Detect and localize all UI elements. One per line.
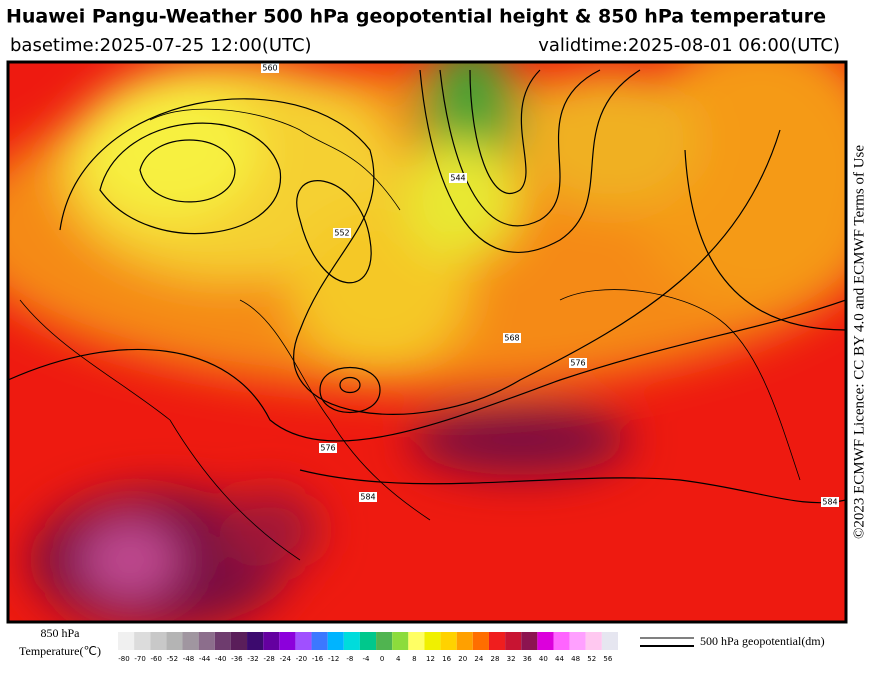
contour-label-bg — [333, 228, 351, 238]
colorbar-tick: 8 — [412, 655, 416, 663]
colorbar-tick: 20 — [458, 655, 467, 663]
contour-label-bg — [821, 497, 839, 507]
colorbar-swatch — [376, 632, 393, 650]
contour-label-bg — [569, 358, 587, 368]
colorbar-tick: -32 — [247, 655, 258, 663]
colorbar-swatch — [214, 632, 231, 650]
colorbar-swatch — [392, 632, 409, 650]
colorbar-swatch — [263, 632, 280, 650]
colorbar-swatch — [327, 632, 344, 650]
colorbar-swatch — [408, 632, 425, 650]
colorbar-tick: 32 — [507, 655, 516, 663]
colorbar-swatch — [198, 632, 215, 650]
colorbar-swatch — [295, 632, 312, 650]
colorbar-tick: -24 — [280, 655, 292, 663]
contour-label-bg — [261, 63, 279, 73]
colorbar-tick: 40 — [539, 655, 548, 663]
contour-label: 576 — [320, 444, 335, 453]
colorbar-swatch — [247, 632, 264, 650]
colorbar-swatch — [230, 632, 248, 650]
validtime: validtime:2025-08-01 06:00(UTC) — [538, 35, 840, 56]
colorbar-tick: 16 — [442, 655, 451, 663]
basetime: basetime:2025-07-25 12:00(UTC) — [10, 35, 312, 56]
colorbar-swatch — [601, 632, 618, 650]
colorbar-tick: 12 — [426, 655, 435, 663]
colorbar-tick: 56 — [603, 655, 612, 663]
colorbar-tick: -4 — [362, 655, 370, 663]
colorbar-swatch — [472, 632, 489, 650]
colorbar-tick: 36 — [523, 655, 532, 663]
contour-label-bg — [503, 333, 521, 343]
colorbar-tick: 48 — [571, 655, 580, 663]
contour-label: 560 — [262, 64, 277, 73]
map-frame — [6, 60, 848, 624]
colorbar-swatch — [521, 632, 538, 650]
colorbar-tick: 28 — [491, 655, 500, 663]
contours — [8, 69, 846, 504]
colorbar-swatch — [118, 632, 135, 650]
colorbar-swatch — [537, 632, 554, 650]
contour-label-bg — [359, 492, 377, 502]
map: 584 576 568 560 552 544 584 576 — [8, 62, 846, 622]
colorbar: -80 -70 -60 -52 -48 -44 -40 -36 -32 -28 -24 -20 -16-… — [118, 632, 618, 663]
colorbar-swatch — [505, 632, 522, 650]
contour-label: 544 — [450, 174, 465, 183]
colorbar-swatch — [150, 632, 167, 650]
coastlines — [19, 108, 801, 561]
colorbar-tick: -16 — [312, 655, 324, 663]
colorbar-swatch — [488, 632, 506, 650]
colorbar-tick: -52 — [167, 655, 178, 663]
legend-text: 500 hPa geopotential(dm) — [700, 634, 825, 648]
colorbar-tick: 44 — [555, 655, 564, 663]
colorbar-label: Temperature(℃) — [19, 644, 101, 658]
contour-label: 568 — [504, 334, 519, 343]
colorbar-swatch — [553, 632, 570, 650]
colorbar-tick: -8 — [346, 655, 353, 663]
colorbar-swatch — [134, 632, 151, 650]
colorbar-swatch — [166, 632, 183, 650]
colorbar-swatch — [343, 632, 360, 650]
licence: ©2023 ECMWF Licence: CC BY 4.0 and ECMWF… — [851, 145, 867, 539]
contour-label: 584 — [822, 498, 837, 507]
colorbar-tick: -44 — [199, 655, 211, 663]
contour-label: 584 — [360, 493, 375, 502]
colorbar-swatch — [182, 632, 199, 650]
contour-label: 576 — [570, 359, 585, 368]
colorbar-tick: 24 — [474, 655, 483, 663]
colorbar-tick: -20 — [296, 655, 307, 663]
colorbar-tick: -40 — [215, 655, 226, 663]
colorbar-swatch — [569, 632, 586, 650]
contour-label-bg — [319, 443, 337, 453]
contour-label: 552 — [334, 229, 349, 238]
colorbar-swatch — [279, 632, 296, 650]
colorbar-tick: -36 — [231, 655, 243, 663]
colorbar-tick: -12 — [328, 655, 339, 663]
colorbar-swatch — [359, 632, 377, 650]
colorbar-tick: -48 — [183, 655, 194, 663]
colorbar-tick: 0 — [380, 655, 384, 663]
colorbar-swatch — [585, 632, 602, 650]
colorbar-tick: -60 — [151, 655, 162, 663]
colorbar-tick: -70 — [134, 655, 145, 663]
colorbar-swatch — [440, 632, 457, 650]
colorbar-tick: 52 — [587, 655, 596, 663]
title: Huawei Pangu-Weather 500 hPa geopotentia… — [6, 6, 826, 28]
colorbar-label: 850 hPa — [41, 626, 81, 640]
colorbar-swatch — [424, 632, 441, 650]
colorbar-swatch — [456, 632, 473, 650]
colorbar-tick: -80 — [118, 655, 129, 663]
contour-label-bg — [449, 173, 467, 183]
colorbar-tick: -28 — [263, 655, 274, 663]
colorbar-swatch — [311, 632, 328, 650]
colorbar-tick: 4 — [396, 655, 401, 663]
